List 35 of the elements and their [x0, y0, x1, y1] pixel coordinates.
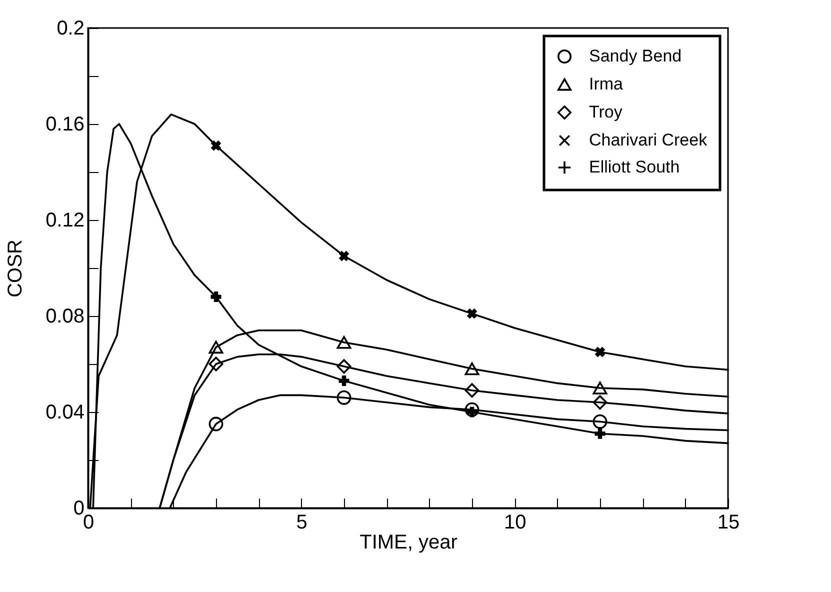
y-axis-title: COSR	[4, 240, 27, 298]
legend-label: Troy	[589, 102, 623, 122]
y-tick-label: 0.16	[46, 114, 84, 136]
point	[336, 336, 352, 349]
x-tick-label: 15	[717, 512, 740, 534]
point	[336, 359, 352, 374]
point	[208, 356, 224, 372]
point	[594, 428, 606, 439]
y-tick-label: 0.04	[46, 402, 84, 424]
legend-label: Irma	[589, 74, 624, 94]
y-tick-label: 0.12	[46, 210, 84, 232]
point	[338, 376, 350, 386]
point	[208, 416, 224, 432]
point	[338, 250, 350, 262]
point	[592, 395, 608, 410]
legend-label: Charivari Creek	[589, 130, 708, 150]
y-tick-label: 0.08	[46, 306, 84, 328]
point	[466, 308, 478, 319]
point	[464, 402, 480, 417]
x-tick-label: 10	[504, 512, 526, 534]
point	[210, 292, 222, 302]
x-tick-label: 5	[296, 512, 308, 534]
point	[592, 382, 608, 394]
point	[336, 390, 352, 405]
point	[592, 414, 608, 429]
x-axis-title: TIME, year	[360, 532, 458, 554]
legend-label: Sandy Bend	[589, 46, 682, 66]
point	[208, 340, 224, 354]
point	[464, 362, 480, 376]
point	[210, 140, 222, 151]
legend-label: Elliott South	[589, 158, 680, 176]
point	[594, 346, 606, 358]
y-tick-label: 0.2	[56, 18, 84, 40]
y-tick-label: 0	[73, 498, 84, 520]
point	[464, 383, 480, 398]
